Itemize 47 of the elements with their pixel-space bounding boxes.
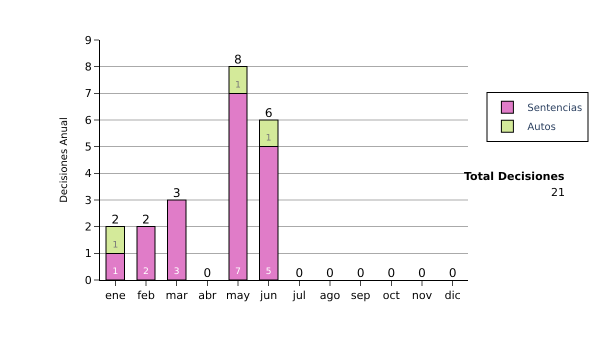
y-axis-title: Decisiones Anual	[58, 117, 70, 203]
data-label: 5	[266, 267, 272, 277]
x-tick-label: nov	[412, 289, 433, 302]
x-tick-label: ene	[105, 289, 126, 302]
data-label: 1	[112, 267, 118, 277]
y-tick-label: 4	[84, 167, 92, 180]
y-tick-label: 2	[84, 220, 92, 234]
total-label: 0	[326, 266, 334, 280]
y-tick-label: 7	[84, 87, 92, 100]
total-label: 8	[234, 52, 242, 67]
y-tick-label: 9	[84, 34, 92, 47]
y-tick-label: 1	[84, 247, 92, 260]
text: 21	[551, 186, 565, 199]
data-label: 1	[266, 134, 272, 144]
x-tick-label: jul	[292, 289, 306, 302]
y-tick-label: 8	[84, 60, 92, 74]
total-label: 0	[388, 266, 396, 280]
y-tick-label: 0	[84, 274, 92, 287]
annotation: Total Decisiones	[464, 170, 565, 183]
total-label: 0	[356, 266, 364, 280]
data-label: 1	[112, 240, 118, 250]
total-label: 2	[142, 212, 150, 227]
x-tick-label: mar	[166, 289, 188, 302]
data-label: 2	[143, 267, 149, 277]
x-tick-label: oct	[382, 289, 401, 302]
data-label: 3	[174, 267, 180, 277]
x-tick-label: ago	[320, 289, 340, 302]
total-label: 0	[448, 266, 456, 280]
legend-label: Sentencias	[527, 103, 582, 114]
y-tick-label: 6	[84, 114, 92, 127]
total-label: 2	[112, 212, 120, 227]
legend-label: Autos	[527, 122, 556, 134]
x-tick-label: may	[226, 289, 250, 302]
total-label: 0	[296, 266, 304, 280]
data-label: 7	[235, 267, 241, 277]
y-tick-label: 3	[84, 194, 92, 207]
x-tick-label: dic	[444, 289, 461, 302]
total-label: 6	[264, 106, 272, 120]
x-tick-label: jun	[259, 289, 278, 302]
x-tick-label: feb	[137, 289, 155, 302]
y-tick-label: 5	[84, 140, 92, 154]
total-label: 3	[172, 186, 180, 200]
total-label: 0	[204, 266, 212, 280]
total-label: 0	[418, 266, 426, 280]
x-tick-label: abr	[198, 289, 217, 302]
data-label: 1	[235, 80, 241, 90]
x-tick-label: sep	[350, 289, 370, 302]
